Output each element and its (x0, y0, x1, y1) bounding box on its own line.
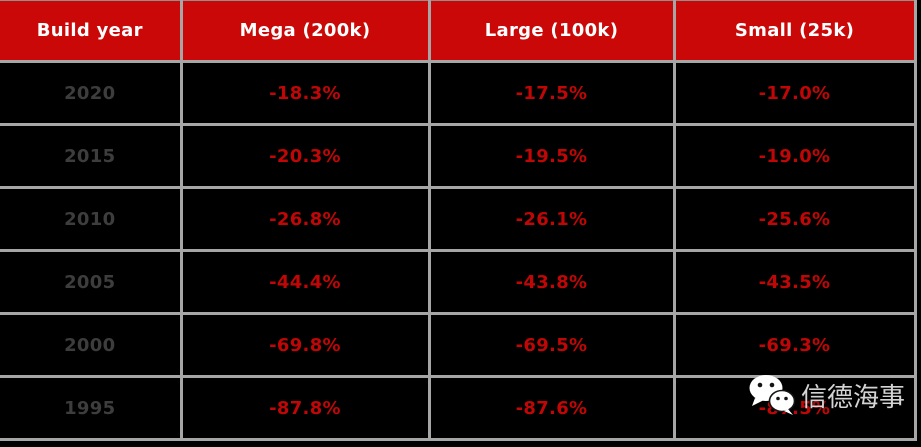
year-cell: 2020 (0, 60, 183, 126)
value-cell: -43.8% (427, 249, 676, 315)
table-row: 2010 -26.8% -26.1% -25.6% (0, 186, 917, 252)
column-header-small: Small (25k) (672, 0, 917, 63)
table-row: 2000 -69.8% -69.5% -69.3% (0, 312, 917, 378)
value-cell: -19.0% (672, 123, 917, 189)
value-cell: -19.5% (427, 123, 676, 189)
value-cell: -25.6% (672, 186, 917, 252)
value-cell: -43.5% (672, 249, 917, 315)
column-header-large: Large (100k) (427, 0, 676, 63)
value-cell: -44.4% (179, 249, 431, 315)
value-cell: -18.3% (179, 60, 431, 126)
value-cell: -17.0% (672, 60, 917, 126)
value-cell: -87.8% (179, 375, 431, 441)
value-cell: -87.5% (672, 375, 917, 441)
year-cell: 2015 (0, 123, 183, 189)
year-cell: 2005 (0, 249, 183, 315)
value-cell: -17.5% (427, 60, 676, 126)
year-cell: 2000 (0, 312, 183, 378)
value-cell: -69.5% (427, 312, 676, 378)
table-row: 1995 -87.8% -87.6% -87.5% (0, 375, 917, 441)
value-cell: -69.3% (672, 312, 917, 378)
value-cell: -26.1% (427, 186, 676, 252)
value-cell: -20.3% (179, 123, 431, 189)
value-cell: -26.8% (179, 186, 431, 252)
column-header-build-year: Build year (0, 0, 183, 63)
table-row: 2005 -44.4% -43.8% -43.5% (0, 249, 917, 315)
column-header-mega: Mega (200k) (179, 0, 431, 63)
table-row: 2020 -18.3% -17.5% -17.0% (0, 60, 917, 126)
table-row: 2015 -20.3% -19.5% -19.0% (0, 123, 917, 189)
value-cell: -87.6% (427, 375, 676, 441)
value-cell: -69.8% (179, 312, 431, 378)
year-cell: 1995 (0, 375, 183, 441)
year-cell: 2010 (0, 186, 183, 252)
header-row: Build year Mega (200k) Large (100k) Smal… (0, 0, 917, 63)
